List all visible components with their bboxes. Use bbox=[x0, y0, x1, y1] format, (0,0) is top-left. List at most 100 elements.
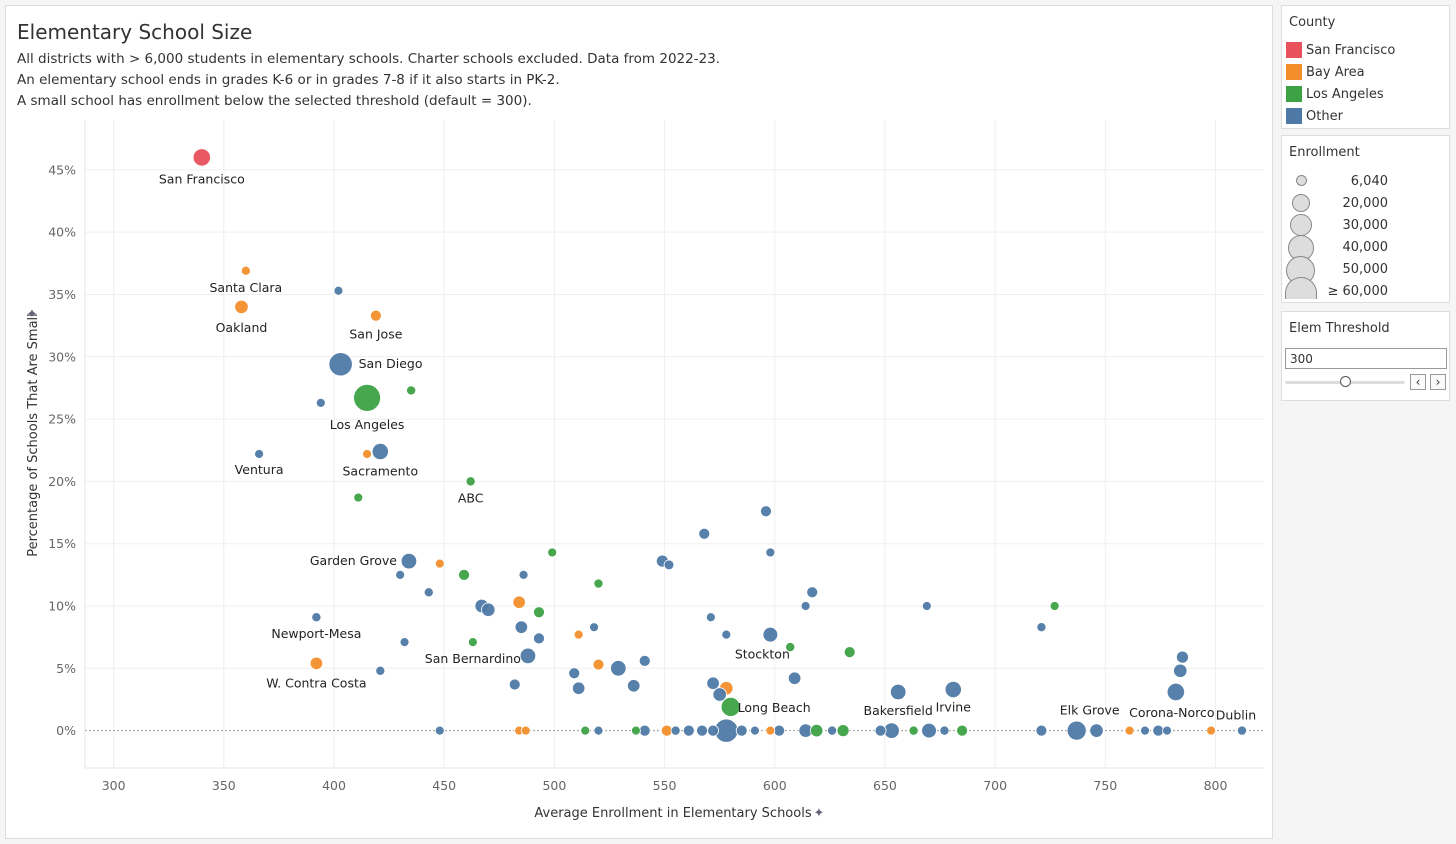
point-label: San Bernardino bbox=[425, 651, 521, 666]
data-point bbox=[707, 724, 719, 737]
size-label: 30,000 bbox=[1342, 218, 1389, 233]
data-point bbox=[508, 678, 521, 691]
data-point bbox=[696, 724, 708, 737]
data-point bbox=[939, 725, 950, 736]
data-point bbox=[353, 383, 381, 412]
data-point bbox=[1166, 682, 1185, 702]
data-point bbox=[434, 725, 445, 736]
y-axis-title: Percentage of Schools That Are Small bbox=[26, 313, 41, 557]
data-point bbox=[1140, 725, 1150, 736]
data-point bbox=[735, 724, 748, 737]
x-tick-label: 750 bbox=[1093, 778, 1117, 793]
data-point bbox=[1152, 724, 1165, 737]
chart-title: Elementary School Size bbox=[17, 20, 253, 44]
data-point bbox=[773, 724, 786, 737]
data-point bbox=[956, 724, 968, 737]
point-label: San Francisco bbox=[159, 171, 245, 186]
data-point bbox=[240, 265, 251, 276]
data-point bbox=[765, 725, 776, 736]
data-point bbox=[638, 654, 651, 667]
previous-button[interactable]: ‹ bbox=[1410, 374, 1426, 390]
data-point bbox=[533, 606, 545, 619]
data-point bbox=[1173, 663, 1188, 678]
data-point bbox=[192, 148, 211, 167]
chevron-right-icon: › bbox=[1435, 375, 1441, 389]
san-francisco-swatch bbox=[1286, 42, 1302, 58]
data-point bbox=[1049, 601, 1060, 611]
y-tick-label: 10% bbox=[48, 599, 76, 614]
next-button[interactable]: › bbox=[1430, 374, 1446, 390]
data-point bbox=[547, 547, 558, 558]
x-tick-label: 700 bbox=[983, 778, 1007, 793]
data-point bbox=[721, 629, 732, 640]
data-point bbox=[580, 725, 591, 736]
enrollment-legend: Enrollment 6,040 20,000 30,000 40,000 50… bbox=[1281, 135, 1450, 303]
x-tick-label: 400 bbox=[322, 778, 346, 793]
data-point bbox=[1066, 720, 1087, 741]
data-point bbox=[512, 595, 526, 609]
point-label: Stockton bbox=[735, 647, 790, 662]
data-point bbox=[434, 558, 445, 569]
data-point bbox=[705, 612, 716, 623]
data-point bbox=[458, 568, 470, 581]
y-tick-label: 45% bbox=[48, 162, 76, 177]
data-point bbox=[627, 679, 641, 693]
data-point bbox=[663, 559, 675, 571]
data-point bbox=[593, 725, 604, 736]
data-point bbox=[333, 285, 344, 296]
bay-area-swatch bbox=[1286, 64, 1302, 80]
data-point bbox=[423, 587, 434, 598]
size-circle-icon bbox=[1296, 175, 1307, 186]
county-legend-title: County bbox=[1289, 15, 1336, 30]
data-point bbox=[571, 681, 586, 695]
x-tick-label: 600 bbox=[763, 778, 787, 793]
scatter-plot[interactable]: 300 350 400 450 500 550 600 650 700 750 800 0% 5% 10%… bbox=[0, 0, 1273, 844]
data-point bbox=[765, 547, 776, 558]
threshold-input[interactable] bbox=[1285, 348, 1447, 369]
data-point bbox=[375, 665, 386, 676]
x-tick-label: 500 bbox=[542, 778, 566, 793]
size-label: 50,000 bbox=[1342, 262, 1389, 277]
data-point bbox=[827, 725, 838, 736]
size-label: 20,000 bbox=[1342, 196, 1389, 211]
data-point bbox=[399, 637, 410, 648]
size-circle-icon bbox=[1285, 277, 1317, 299]
subtitle-line-2: An elementary school ends in grades K-6 … bbox=[17, 72, 560, 88]
y-tick-label: 40% bbox=[48, 225, 76, 240]
data-point bbox=[638, 724, 651, 737]
legend-label: Other bbox=[1306, 109, 1343, 124]
data-point bbox=[1206, 725, 1217, 736]
data-point bbox=[467, 637, 478, 648]
point-label: Sacramento bbox=[342, 463, 418, 478]
data-point bbox=[234, 299, 249, 315]
data-point bbox=[787, 671, 802, 685]
pin-icon: ✦ bbox=[27, 307, 38, 322]
point-label: Long Beach bbox=[738, 700, 811, 715]
chevron-left-icon: ‹ bbox=[1415, 375, 1421, 389]
data-point bbox=[395, 569, 406, 580]
point-label: ABC bbox=[458, 490, 484, 505]
data-point bbox=[315, 397, 326, 408]
data-point bbox=[809, 723, 824, 738]
point-label: San Jose bbox=[349, 327, 402, 342]
enrollment-legend-title: Enrollment bbox=[1289, 145, 1360, 160]
data-point bbox=[800, 601, 811, 611]
x-tick-label: 550 bbox=[653, 778, 677, 793]
data-point bbox=[519, 647, 537, 665]
data-point bbox=[514, 620, 529, 634]
data-point bbox=[631, 725, 641, 736]
subtitle-line-1: All districts with > 6,000 students in e… bbox=[17, 51, 721, 67]
threshold-title: Elem Threshold bbox=[1289, 321, 1390, 336]
data-point bbox=[921, 601, 932, 611]
size-circle-icon bbox=[1288, 235, 1314, 261]
data-point bbox=[589, 622, 599, 633]
data-point bbox=[1236, 725, 1247, 736]
data-point bbox=[1089, 723, 1104, 738]
county-legend: County San Francisco Bay Area Los Angele… bbox=[1281, 5, 1450, 129]
threshold-slider-thumb[interactable] bbox=[1340, 376, 1351, 387]
point-label: Santa Clara bbox=[210, 280, 283, 295]
point-label: San Diego bbox=[359, 356, 423, 371]
y-tick-label: 25% bbox=[48, 412, 76, 427]
data-point bbox=[712, 687, 727, 702]
data-point bbox=[311, 612, 322, 623]
